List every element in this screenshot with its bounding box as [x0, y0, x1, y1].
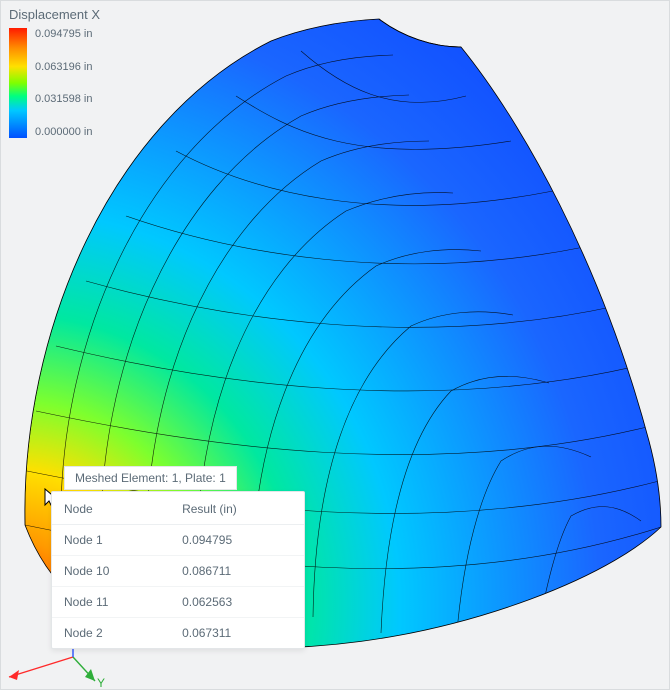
legend-label: 0.000000 in — [35, 126, 93, 138]
tooltip-col-node: Node — [52, 492, 170, 525]
table-row: Node 2 0.067311 — [52, 618, 304, 649]
tooltip-table: Node Result (in) Node 1 0.094795 Node 10… — [52, 492, 304, 648]
tooltip-col-result: Result (in) — [170, 492, 304, 525]
legend-title: Displacement X — [9, 7, 100, 22]
table-row: Node 1 0.094795 — [52, 525, 304, 556]
tooltip-header: Meshed Element: 1, Plate: 1 — [64, 466, 237, 490]
legend-labels: 0.094795 in 0.063196 in 0.031598 in 0.00… — [35, 28, 93, 138]
color-legend: Displacement X 0.094795 in 0.063196 in 0… — [9, 7, 100, 138]
legend-gradient-bar — [9, 28, 27, 138]
legend-label: 0.094795 in — [35, 28, 93, 40]
legend-label: 0.031598 in — [35, 93, 93, 105]
table-row: Node 10 0.086711 — [52, 556, 304, 587]
table-row: Node 11 0.062563 — [52, 587, 304, 618]
element-tooltip: Meshed Element: 1, Plate: 1 Node Result … — [51, 491, 305, 649]
fea-viewport[interactable]: Displacement X 0.094795 in 0.063196 in 0… — [0, 0, 670, 690]
legend-label: 0.063196 in — [35, 61, 93, 73]
